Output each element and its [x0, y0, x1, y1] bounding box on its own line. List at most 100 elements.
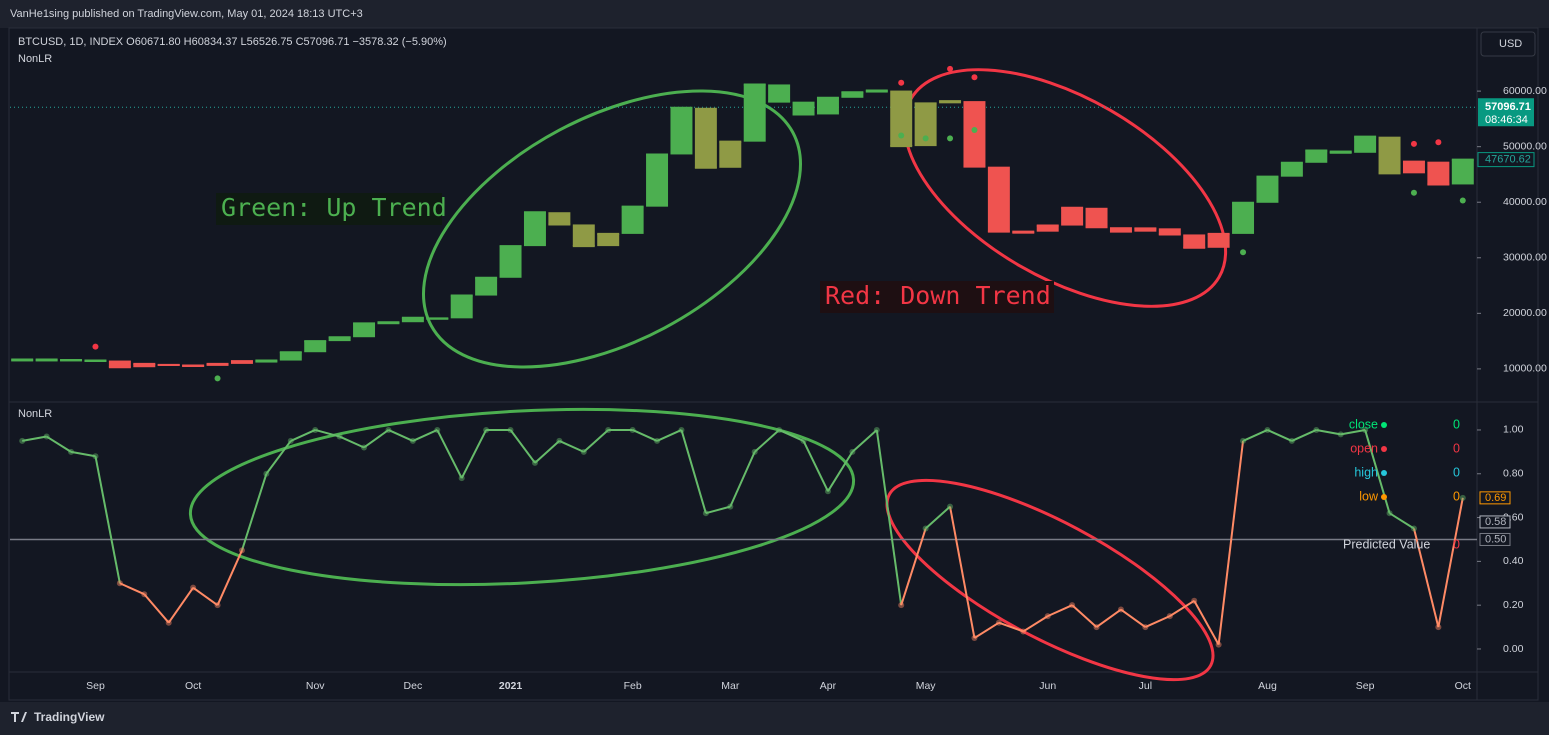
prediction-segment: [1291, 429, 1317, 442]
prediction-segment: [167, 587, 194, 624]
pivot-marker: [947, 65, 954, 72]
prediction-point: [1264, 426, 1271, 433]
prediction-segment: [1340, 428, 1366, 436]
y-tick-label: 20000.00: [1503, 307, 1547, 319]
prediction-point: [1386, 510, 1393, 517]
price-bar: [572, 224, 595, 247]
pivot-marker: [1410, 140, 1417, 147]
y-tick-label: 0.40: [1503, 555, 1524, 567]
prediction-point: [1142, 624, 1149, 631]
price-bar: [401, 317, 424, 323]
legend-value: 0: [1453, 489, 1460, 503]
prediction-point: [1191, 597, 1198, 604]
legend-value: 0: [1453, 537, 1460, 551]
currency-button[interactable]: [1480, 31, 1536, 57]
prediction-segment: [460, 429, 488, 479]
prediction-point: [1044, 613, 1051, 620]
prediction-segment: [656, 429, 682, 442]
y-tick-label: 10000.00: [1503, 363, 1547, 375]
prediction-point: [68, 448, 75, 455]
prediction-point: [336, 433, 343, 440]
price-bar: [328, 337, 351, 342]
prediction-point: [1288, 437, 1295, 444]
prediction-segment: [1242, 429, 1268, 442]
x-tick-label: Feb: [624, 680, 642, 692]
current-price-label: 57096.71: [1485, 101, 1531, 113]
prediction-segment: [1316, 428, 1341, 436]
prediction-point: [409, 437, 416, 444]
prediction-point: [654, 437, 661, 444]
prediction-segment: [1047, 604, 1073, 618]
price-bar: [523, 212, 546, 247]
prediction-segment: [998, 621, 1024, 633]
symbol-line: BTCUSD, 1D, INDEX O60671.80 H60834.37 L5…: [18, 36, 447, 48]
prediction-point: [434, 426, 441, 433]
prediction-point: [190, 584, 197, 591]
price-bar: [450, 295, 473, 319]
prediction-point: [1020, 628, 1027, 635]
price-bar: [548, 212, 571, 225]
prediction-point: [1313, 426, 1320, 433]
side-label-box: [1479, 491, 1511, 505]
x-tick-label: Mar: [721, 680, 740, 692]
price-bar: [939, 101, 962, 104]
pivot-marker: [898, 132, 905, 139]
price-bar: [279, 352, 302, 361]
y-tick-label: 60000.00: [1503, 85, 1547, 97]
prediction-point: [947, 503, 954, 510]
y-tick-label: 30000.00: [1503, 252, 1547, 264]
prediction-point: [214, 602, 221, 609]
prediction-point: [458, 475, 465, 482]
price-bar: [914, 103, 937, 147]
prediction-point: [800, 437, 807, 444]
price-bar: [108, 360, 131, 368]
price-bar: [1158, 228, 1181, 235]
prediction-segment: [46, 435, 72, 453]
down-annotation-box: [820, 281, 1054, 313]
up-trend-ellipse: [422, 89, 802, 369]
price-bar: [304, 341, 327, 353]
pivot-marker: [214, 375, 221, 382]
pivot-marker: [1435, 139, 1442, 146]
prediction-segment: [534, 440, 561, 464]
prediction-point: [141, 591, 148, 598]
prediction-point: [507, 426, 514, 433]
y-tick-label: 0.00: [1503, 643, 1524, 655]
prediction-point: [605, 426, 612, 433]
prediction-point: [92, 453, 99, 460]
prediction-segment: [1095, 608, 1122, 628]
prediction-segment: [314, 429, 340, 438]
down-annotation: Red: Down Trend: [825, 281, 1051, 310]
last-price-box: [1477, 152, 1535, 168]
legend-dot: [1381, 494, 1387, 500]
prediction-point: [1337, 431, 1344, 438]
prediction-segment: [70, 450, 96, 458]
prediction-point: [19, 437, 26, 444]
price-bar: [1427, 161, 1450, 185]
price-bar: [621, 206, 644, 234]
pane-title: NonLR: [18, 408, 52, 420]
prediction-segment: [216, 550, 243, 606]
prediction-segment: [265, 440, 292, 475]
prediction-segment: [436, 429, 463, 479]
prediction-point: [238, 547, 245, 554]
x-tick-label: Jun: [1039, 680, 1056, 692]
prediction-segment: [875, 429, 903, 606]
prediction-point: [678, 426, 685, 433]
header-bar: [0, 0, 1549, 28]
prediction-segment: [290, 429, 316, 442]
prediction-segment: [1437, 497, 1464, 628]
prediction-segment: [241, 473, 268, 551]
pivot-marker: [922, 135, 929, 142]
y-tick-label: 0.20: [1503, 599, 1524, 611]
legend-name: close: [1349, 417, 1378, 431]
prediction-point: [873, 426, 880, 433]
price-bar: [1305, 150, 1328, 163]
prediction-point: [971, 635, 978, 642]
pivot-marker: [898, 79, 905, 86]
threshold-box: [1479, 532, 1511, 546]
prediction-segment: [705, 505, 731, 515]
price-bar: [353, 323, 376, 338]
